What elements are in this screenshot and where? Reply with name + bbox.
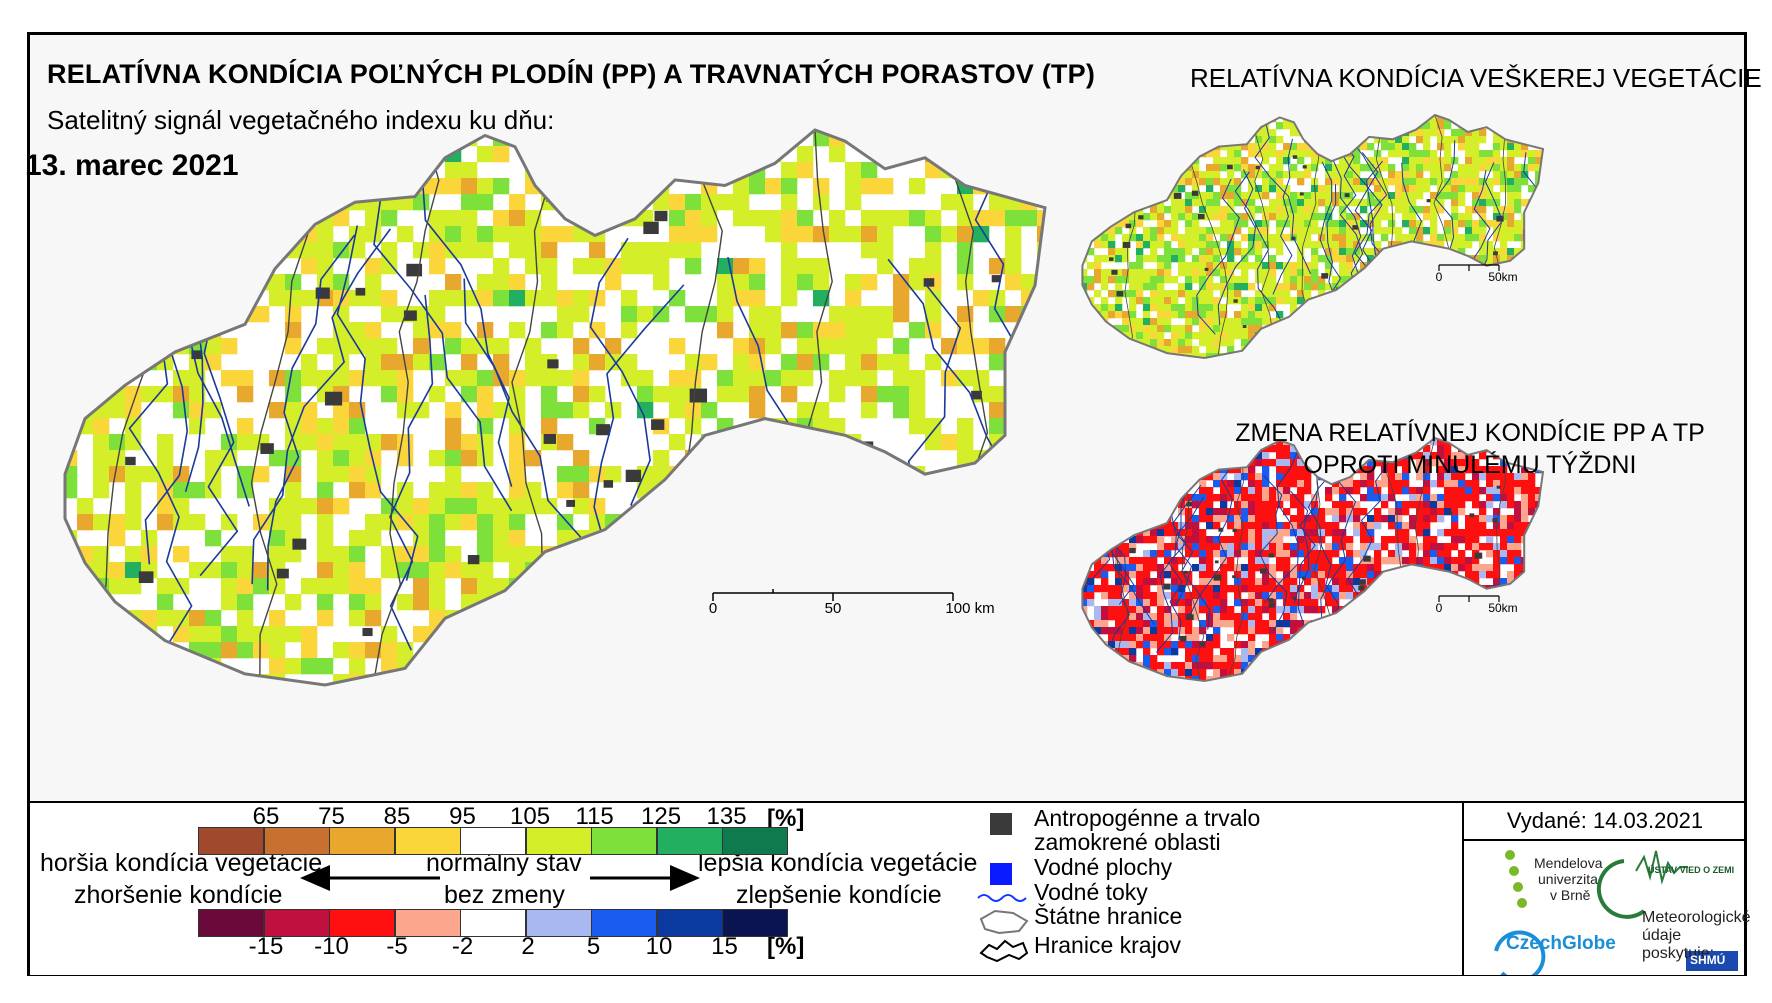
state-border-icon [979, 909, 1029, 935]
change-tick-2: -5 [386, 933, 408, 960]
condition-tick-4: 105 [510, 803, 551, 830]
top-scale-label-0: 0 [1436, 270, 1443, 284]
bottom-scale-bar: 0 50km [1436, 595, 1518, 615]
all-vegetation-title: RELATÍVNA KONDÍCIA VEŠKEREJ VEGETÁCIE [1190, 63, 1762, 93]
maps-svg: 0 50 100 km 0 50km 0 50km [63, 113, 1545, 687]
mendel-text-2: univerzita [1538, 871, 1598, 887]
meteo-text-3: poskytuje: [1642, 945, 1715, 962]
weekly-change-title-line2: OPROTI MINULÉMU TÝŽDNI [1303, 451, 1637, 479]
condition-tick-6: 125 [641, 803, 682, 830]
change-tick-6: 10 [645, 933, 673, 960]
shmu-logo-icon [1686, 951, 1738, 971]
scale-label-100: 100 km [945, 600, 994, 617]
main-map-state-border [63, 128, 1047, 687]
condition-tick-5: 115 [575, 803, 614, 830]
czechglobe-logo-icon [1494, 930, 1546, 975]
condition-swatch-1 [263, 827, 330, 855]
meteo-text-1: Meteorologické [1642, 909, 1751, 926]
condition-tick-7: 135 [706, 803, 747, 830]
arrow-right-icon [670, 865, 700, 891]
symbol-legend [977, 813, 1029, 963]
change-tick-7: 15 [711, 933, 738, 960]
change-tick-3: -2 [451, 933, 474, 960]
all-vegetation-map [1081, 113, 1545, 360]
worsening-text: zhoršenie kondície [74, 881, 283, 909]
legend-panel: [%] horšia kondícia vegetácie zhoršenie … [30, 801, 1751, 975]
condition-swatch-2 [329, 827, 395, 855]
improvement-text: zlepšenie kondície [736, 881, 942, 909]
scale-label-50: 50 [825, 600, 842, 617]
weekly-change-title-line1: ZMENA RELATÍVNEJ KONDÍCIE PP A TP [1235, 419, 1705, 447]
condition-swatch-0 [198, 827, 264, 855]
top-scale-bar: 0 50km [1436, 264, 1518, 284]
ustav-logo-icon [1596, 859, 1646, 919]
subtitle: Satelitný signál vegetačného indexu ku d… [47, 105, 555, 135]
mendel-text-3: v Brně [1550, 887, 1591, 903]
change-swatch-6 [591, 909, 657, 937]
condition-tick-3: 95 [449, 803, 476, 830]
map-panel: 0 50 100 km 0 50km 0 50km RELATÍVNA [25, 35, 1762, 801]
scale-label-0: 0 [709, 600, 717, 617]
change-swatch-5 [525, 909, 592, 937]
map-frame: 0 50 100 km 0 50km 0 50km RELATÍVNA [25, 32, 1762, 976]
main-title: RELATÍVNA KONDÍCIA POĽNÝCH PLODÍN (PP) A… [47, 59, 1096, 89]
water-body-swatch-icon [990, 863, 1012, 885]
change-swatch-4 [460, 909, 526, 937]
meteo-text-2: údaje [1642, 927, 1682, 944]
mendel-text-1: Mendelova [1534, 855, 1603, 871]
czechglobe-text: CzechGlobe [1506, 933, 1616, 954]
no-change-text: bez zmeny [444, 881, 565, 909]
issued-date: Vydané: 14.03.2021 [1464, 803, 1746, 841]
bottom-map-state-border [1081, 436, 1545, 683]
top-map-state-border [1081, 113, 1545, 360]
shmu-text: SHMÚ [1690, 953, 1726, 967]
state-borders-label: Štátne hranice [1034, 903, 1183, 929]
change-tick-0: -15 [248, 933, 284, 960]
legend-arrows [300, 865, 700, 891]
change-tick-4: 2 [521, 933, 535, 960]
condition-tick-1: 75 [318, 803, 345, 830]
arrow-left-icon [300, 865, 330, 891]
condition-swatch-8 [722, 827, 788, 855]
river-line-icon [977, 894, 1027, 902]
anthropogenic-swatch-icon [990, 813, 1012, 835]
issuer-box: Vydané: 14.03.2021 Mendelova univerzita … [1462, 803, 1751, 975]
top-scale-label-50: 50km [1488, 270, 1517, 284]
condition-swatch-4 [460, 827, 526, 855]
water-streams-label: Vodné toky [1034, 879, 1148, 905]
weekly-change-title: ZMENA RELATÍVNEJ KONDÍCIE PP A TP OPROTI… [1210, 417, 1730, 481]
condition-tick-0: 65 [252, 803, 280, 830]
condition-swatch-3 [394, 827, 461, 855]
ustav-text: ÚSTAV VIED O ZEMI [1648, 865, 1735, 875]
top-map-cells [1082, 115, 1543, 358]
condition-swatch-5 [525, 827, 592, 855]
mendel-dot-icon [1505, 850, 1515, 860]
index-date: 13. marec 2021 [25, 149, 239, 182]
change-swatch-0 [198, 909, 264, 937]
anthropogenic-label-2: zamokrené oblasti [1034, 829, 1221, 855]
change-tick-5: 5 [586, 933, 601, 960]
condition-swatch-6 [591, 827, 657, 855]
change-swatch-1 [263, 909, 330, 937]
bottom-scale-label-0: 0 [1436, 601, 1443, 615]
logos [1494, 850, 1738, 975]
bottom-scale-label-50: 50km [1488, 601, 1517, 615]
change-swatch-8 [722, 909, 788, 937]
anthropogenic-label-1: Antropogénne a trvalo [1034, 805, 1261, 831]
region-border-icon [979, 939, 1029, 963]
region-borders-label: Hranice krajov [1034, 932, 1181, 958]
main-condition-map [63, 128, 1047, 687]
condition-tick-2: 85 [383, 803, 411, 830]
main-scale-bar: 0 50 100 km [709, 589, 995, 617]
change-tick-1: -10 [314, 933, 349, 960]
change-unit: [%] [767, 933, 805, 960]
change-swatch-3 [394, 909, 461, 937]
water-bodies-label: Vodné plochy [1034, 854, 1173, 880]
condition-swatch-7 [656, 827, 723, 855]
